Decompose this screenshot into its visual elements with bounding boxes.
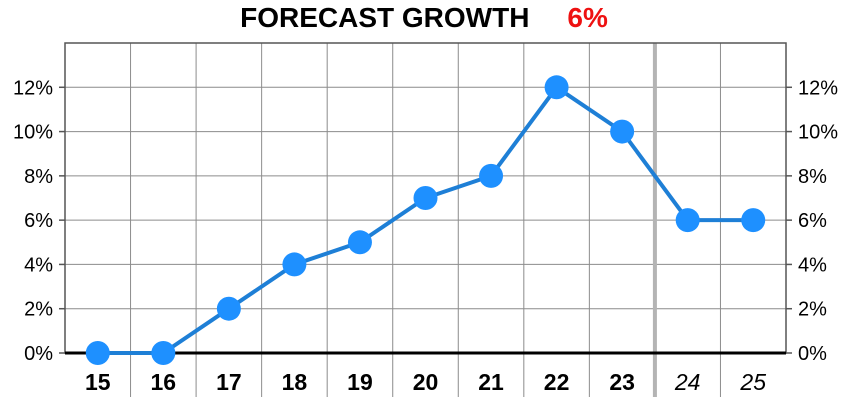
chart-title-text: FORECAST GROWTH (240, 2, 530, 33)
x-tick-label: 24 (674, 369, 701, 395)
data-point (282, 252, 307, 277)
tick-labels: 0% 0% 2% 2% 4% 4% 6% 6% 8% 8% 10% 10% 12% 12% 15 16 17 18… (13, 77, 838, 395)
y-tick-label-right: 0% (798, 343, 827, 365)
x-tick-label: 19 (347, 369, 373, 395)
y-tick-label-right: 6% (798, 210, 827, 232)
x-tick-label: 17 (216, 369, 242, 395)
y-tick-label-right: 2% (798, 299, 827, 321)
y-tick-label-left: 4% (24, 254, 53, 276)
data-point (544, 75, 569, 100)
data-point (479, 163, 504, 188)
y-tick-label-left: 8% (24, 166, 53, 188)
data-point (151, 341, 176, 365)
data-point (85, 341, 110, 365)
y-tick-label-right: 4% (798, 254, 827, 276)
y-tick-label-right: 10% (798, 122, 838, 144)
data-point (741, 208, 766, 233)
growth-value: 6% (567, 2, 608, 33)
y-tick-label-left: 6% (24, 210, 53, 232)
x-tick-label: 15 (85, 369, 111, 395)
y-tick-label-left: 2% (24, 299, 53, 321)
data-point (675, 208, 700, 233)
axes (59, 42, 792, 355)
y-tick-label-left: 12% (13, 77, 53, 99)
data-point (216, 296, 241, 321)
y-tick-label-left: 0% (24, 343, 53, 365)
x-tick-label: 21 (478, 369, 504, 395)
x-tick-label: 20 (413, 369, 439, 395)
x-tick-label: 16 (151, 369, 177, 395)
series-growth (85, 75, 766, 365)
x-tick-label: 25 (739, 369, 766, 395)
data-point (610, 119, 635, 144)
data-point (413, 186, 438, 210)
y-tick-label-right: 8% (798, 166, 827, 188)
chart-title: FORECAST GROWTH 6% (0, 0, 848, 36)
y-tick-label-left: 10% (13, 122, 53, 144)
data-point (347, 230, 372, 255)
x-tick-label: 23 (609, 369, 635, 395)
x-tick-label: 18 (282, 369, 308, 395)
x-tick-label: 22 (544, 369, 570, 395)
y-tick-label-right: 12% (798, 77, 838, 99)
